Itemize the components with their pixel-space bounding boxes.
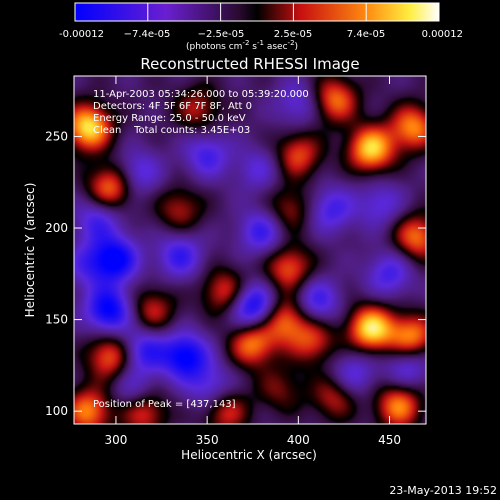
x-tick-label: 450 xyxy=(378,433,401,447)
plot-frame xyxy=(73,75,427,425)
heatmap-image xyxy=(74,76,426,424)
colorbar-tick-label: −2.5e-05 xyxy=(198,29,245,40)
colorbar-tick-label: 2.5e-05 xyxy=(274,29,312,40)
y-axis: 100 150 200 250 xyxy=(45,129,426,418)
x-tick-label: 300 xyxy=(104,433,127,447)
colorbar-ticks xyxy=(147,3,367,21)
y-tick-label: 100 xyxy=(45,404,68,418)
observation-annotations: 11-Apr-2003 05:34:26.000 to 05:39:20.000… xyxy=(93,89,309,136)
annotation-detectors: Detectors: 4F 5F 6F 7F 8F, Att 0 xyxy=(93,101,252,112)
annotation-time-range: 11-Apr-2003 05:34:26.000 to 05:39:20.000 xyxy=(93,89,309,100)
colorbar-tick-label: -0.00012 xyxy=(59,29,104,40)
x-axis-label: Heliocentric X (arcsec) xyxy=(181,448,317,462)
y-tick-label: 150 xyxy=(45,313,68,327)
colorbar-tick-label: −7.4e-05 xyxy=(124,29,171,40)
y-tick-label: 200 xyxy=(45,221,68,235)
x-tick-label: 400 xyxy=(287,433,310,447)
colorbar-gradient xyxy=(74,2,440,22)
colorbar-tick-label: 7.4e-05 xyxy=(347,29,385,40)
y-axis-label: Heliocentric Y (arcsec) xyxy=(23,183,37,318)
x-axis: 300 350 400 450 xyxy=(104,76,401,447)
colorbar-unit: (photons cm-2 s-1 asec-2) xyxy=(186,39,298,52)
footer-date: 23-May-2013 19:52 xyxy=(389,484,497,497)
annotation-energy-range: Energy Range: 25.0 - 50.0 keV xyxy=(93,113,246,124)
peak-position-label: Position of Peak = [437,143] xyxy=(93,399,236,410)
y-tick-label: 250 xyxy=(45,129,68,143)
chart-title: Reconstructed RHESSI Image xyxy=(140,55,359,73)
annotation-clean-counts: Clean Total counts: 3.45E+03 xyxy=(93,125,250,136)
colorbar: -0.00012 −7.4e-05 −2.5e-05 2.5e-05 7.4e-… xyxy=(59,2,463,52)
colorbar-tick-label: 0.00012 xyxy=(422,29,463,40)
x-tick-label: 350 xyxy=(196,433,219,447)
